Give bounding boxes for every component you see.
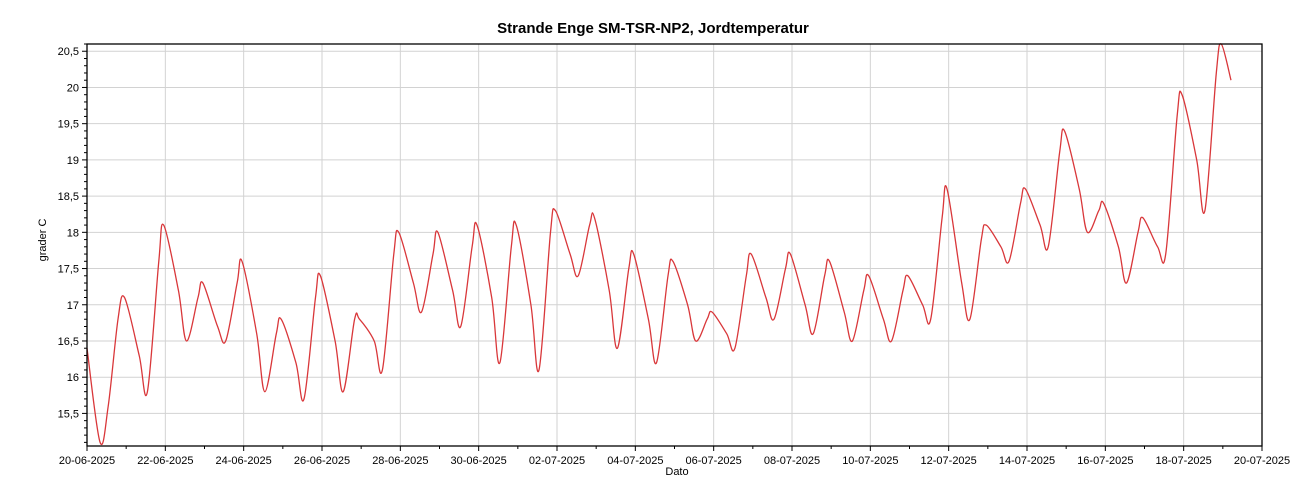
x-tick-label: 06-07-2025 bbox=[686, 455, 742, 467]
y-tick-label: 18 bbox=[67, 227, 79, 239]
x-tick-label: 12-07-2025 bbox=[921, 455, 977, 467]
x-tick-label: 22-06-2025 bbox=[137, 455, 193, 467]
chart-title: Strande Enge SM-TSR-NP2, Jordtemperatur bbox=[497, 20, 809, 37]
x-tick-label: 04-07-2025 bbox=[607, 455, 663, 467]
series-layer bbox=[86, 43, 1232, 446]
x-axis-label: Dato bbox=[665, 466, 689, 478]
series-line bbox=[86, 43, 1232, 446]
x-tick-label: 14-07-2025 bbox=[999, 455, 1055, 467]
x-tick-label: 10-07-2025 bbox=[842, 455, 898, 467]
y-tick-label: 19,5 bbox=[58, 119, 79, 131]
x-tick-label: 28-06-2025 bbox=[372, 455, 428, 467]
x-tick-label: 24-06-2025 bbox=[216, 455, 272, 467]
y-tick-label: 16 bbox=[67, 372, 79, 384]
y-tick-label: 17 bbox=[67, 300, 79, 312]
y-tick-label: 20 bbox=[67, 82, 79, 94]
x-tick-label: 02-07-2025 bbox=[529, 455, 585, 467]
x-tick-label: 26-06-2025 bbox=[294, 455, 350, 467]
y-tick-label: 16,5 bbox=[58, 336, 79, 348]
plot-frame bbox=[86, 43, 1263, 447]
x-tick-label: 18-07-2025 bbox=[1156, 455, 1212, 467]
y-tick-label: 20,5 bbox=[58, 46, 79, 58]
grid bbox=[87, 44, 1262, 446]
y-tick-label: 18,5 bbox=[58, 191, 79, 203]
x-tick-label: 30-06-2025 bbox=[451, 455, 507, 467]
x-tick-label: 20-07-2025 bbox=[1234, 455, 1290, 467]
y-tick-label: 17,5 bbox=[58, 264, 79, 276]
y-tick-label: 19 bbox=[67, 155, 79, 167]
ticks: 20-06-2025 22-06-2025 24-06-2025 26-06-2025… bbox=[58, 43, 1290, 467]
x-tick-label: 08-07-2025 bbox=[764, 455, 820, 467]
y-tick-label: 15,5 bbox=[58, 408, 79, 420]
x-tick-label: 20-06-2025 bbox=[59, 455, 115, 467]
x-tick-label: 16-07-2025 bbox=[1077, 455, 1133, 467]
